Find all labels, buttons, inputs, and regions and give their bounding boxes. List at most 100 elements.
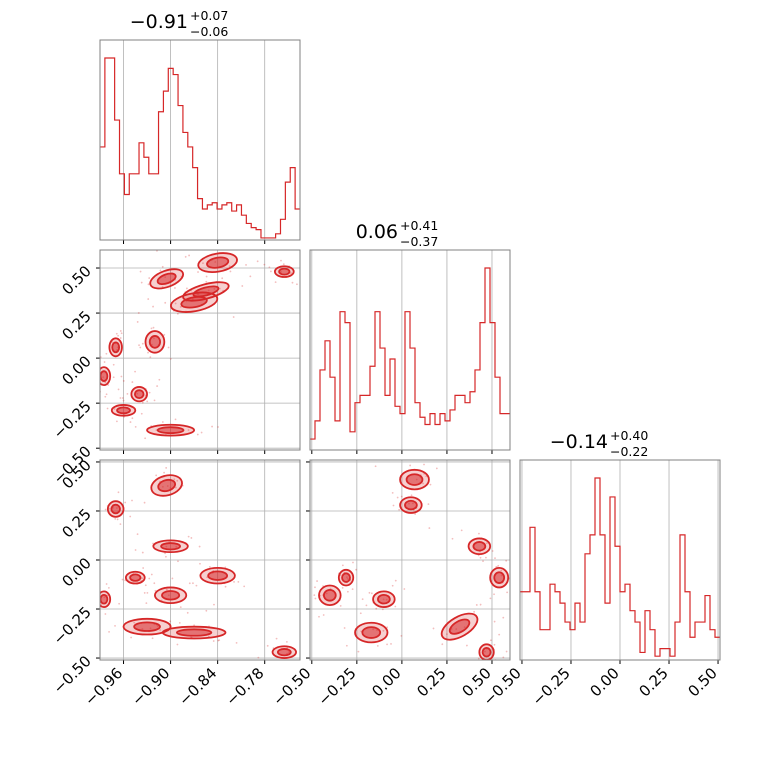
pair-panel-0-1-sample-6-1	[169, 357, 172, 360]
hist-panel-1-frame	[309, 249, 511, 451]
pair-panel-1-2-sample-2-3	[491, 550, 494, 552]
pair-panel-0-1-sample-9-1	[140, 412, 143, 415]
hist-panel-1	[309, 249, 511, 454]
pair-panel-0-1-sample-9-5	[131, 417, 134, 420]
pair-panel-1-2-sample-0-6	[423, 463, 425, 466]
pair-panel-0-1-sample-8-9	[148, 391, 151, 394]
pair-panel-1-2-sample-7-6	[386, 643, 388, 646]
title-minus-2: −0.22	[610, 444, 648, 459]
pair-panel-1-2-sample-8-8	[473, 610, 476, 613]
pair-panel-0-2-sample-0-2	[165, 466, 168, 469]
xtick-label-1-3: 0.25	[413, 664, 449, 700]
pair-panel-1-2-sample-7-7	[345, 644, 348, 647]
pair-panel-0-1-sample-3-0	[164, 276, 167, 279]
pair-panel-0-2-sample-6-4	[107, 587, 110, 589]
pair-panel-1-2-mode-2	[451, 529, 494, 563]
pair-panel-1-2-sample-5-11	[314, 597, 317, 600]
pair-panel-0-1-sample-2-5	[184, 291, 187, 293]
pair-panel-0-1-mode-10	[129, 418, 219, 440]
pair-panel-1-2-sample-2-0	[485, 556, 487, 559]
pair-panel-0-1-sample-7-1	[105, 393, 108, 396]
pair-panel-1-2-sample-3-4	[493, 593, 495, 596]
pair-panel-0-1	[96, 249, 301, 454]
pair-panel-0-1-sample-5-4	[117, 334, 120, 337]
pair-panel-1-2-sample-7-1	[376, 644, 379, 647]
pair-panel-1-2-sample-4-8	[341, 586, 344, 589]
pair-panel-1-2-sample-5-7	[322, 614, 325, 616]
pair-panel-0-1-sample-5-0	[120, 332, 123, 335]
pair-panel-0-1-mode-9	[106, 397, 156, 423]
pair-panel-1-2-sample-6-6	[391, 584, 394, 587]
pair-panel-0-1-sample-10-0	[211, 425, 213, 428]
pair-panel-0-2-mode-2	[134, 533, 201, 558]
pair-panel-0-2-sample-1-8	[124, 501, 127, 504]
pair-panel-0-2-sample-3-1	[121, 578, 124, 581]
pair-panel-0-2-sample-4-9	[145, 602, 148, 605]
pair-panel-0-1-sample-1-11	[152, 305, 154, 308]
pair-panel-0-1-sample-3-5	[188, 254, 190, 257]
pair-panel-0-2-mode-5	[171, 560, 246, 588]
pair-panel-0-2-sample-9-0	[301, 658, 303, 660]
ytick-label-1-4: 0.50	[58, 262, 94, 298]
pair-panel-1-2-sample-6-0	[365, 604, 368, 607]
pair-panel-0-1-sample-2-7	[136, 321, 139, 323]
pair-panel-0-2-sample-0-0	[155, 474, 158, 477]
pair-panel-0-2-sample-2-5	[134, 549, 137, 551]
pair-panel-0-1-sample-2-11	[232, 316, 235, 318]
pair-panel-0-1-sample-6-6	[147, 351, 149, 354]
pair-panel-0-1-contour-inner-9	[116, 406, 131, 415]
pair-panel-0-2-sample-5-7	[199, 562, 201, 565]
pair-panel-0-1-sample-10-5	[196, 433, 199, 436]
histogram-2	[520, 477, 720, 657]
pair-panel-0-1-sample-6-9	[149, 356, 152, 358]
xtick-label-2-1: −0.25	[529, 664, 574, 709]
pair-panel-0-2-sample-8-5	[169, 620, 172, 623]
pair-panel-0-2-sample-1-11	[119, 523, 122, 526]
pair-panel-1-2-contour-inner-1	[404, 499, 418, 511]
pair-panel-0-1-sample-10-1	[187, 429, 190, 431]
pair-panel-0-2-sample-7-0	[193, 624, 196, 627]
pair-panel-0-2-sample-4-0	[205, 609, 208, 612]
pair-panel-1-2-sample-5-6	[316, 580, 318, 582]
pair-panel-0-1-frame	[99, 249, 301, 451]
pair-panel-0-2-sample-5-2	[171, 577, 174, 580]
pair-panel-1-2-sample-1-2	[414, 513, 417, 515]
ytick-label-2-2: 0.00	[58, 554, 94, 590]
pair-panel-0-2-sample-2-2	[187, 535, 190, 538]
xtick-label-1-2: 0.00	[368, 664, 404, 700]
panels	[96, 39, 721, 668]
pair-panel-0-1-contour-inner-0	[156, 272, 177, 286]
pair-panel-0-2-sample-5-8	[243, 585, 246, 588]
pair-panel-1-2-sample-1-12	[400, 495, 403, 498]
pair-panel-1-2-sample-4-3	[352, 561, 354, 564]
pair-panel-0-1-sample-8-1	[158, 378, 161, 381]
xtick-label-0-1: −0.90	[128, 664, 173, 709]
pair-panel-0-2-sample-6-9	[104, 613, 107, 615]
hist-panel-2-content	[520, 477, 720, 657]
pair-panel-0-2-contour-inner-9	[276, 648, 292, 657]
histogram-1	[310, 267, 510, 440]
pair-panel-0-2-contour-inner-1	[110, 503, 121, 515]
pair-panel-0-1-sample-5-6	[115, 332, 118, 335]
pair-panel-0-2-sample-9-4	[280, 661, 282, 663]
xtick-label-2-4: 0.50	[685, 664, 721, 700]
pair-panel-1-2-sample-3-12	[497, 564, 500, 567]
pair-panel-0-2-sample-9-10	[272, 666, 274, 668]
pair-panel-1-2-sample-2-9	[482, 560, 484, 563]
pair-panel-1-2-sample-3-11	[516, 590, 518, 592]
pair-panel-1-2-sample-9-8	[477, 657, 480, 660]
pair-panel-0-2-sample-0-9	[174, 486, 177, 489]
pair-panel-0-2-mode-0	[143, 466, 184, 504]
pair-panel-0-2-mode-9	[257, 637, 303, 668]
pair-panel-0-1-sample-2-8	[147, 298, 150, 300]
pair-panel-0-2-sample-8-2	[114, 624, 116, 627]
pair-panel-0-1-contour-inner-4	[278, 267, 291, 276]
pair-panel-0-1-mode-5	[100, 330, 123, 366]
pair-panel-0-1-sample-3-2	[197, 271, 199, 273]
pair-panel-1-2-mode-8	[432, 603, 505, 647]
pair-panel-0-1-sample-1-8	[179, 306, 182, 308]
pair-panel-0-2-sample-5-6	[224, 585, 227, 588]
pair-panel-0-2-mode-8	[114, 620, 238, 646]
title-median-0: −0.91	[130, 11, 188, 33]
pair-panel-1-2-sample-7-10	[359, 612, 362, 615]
